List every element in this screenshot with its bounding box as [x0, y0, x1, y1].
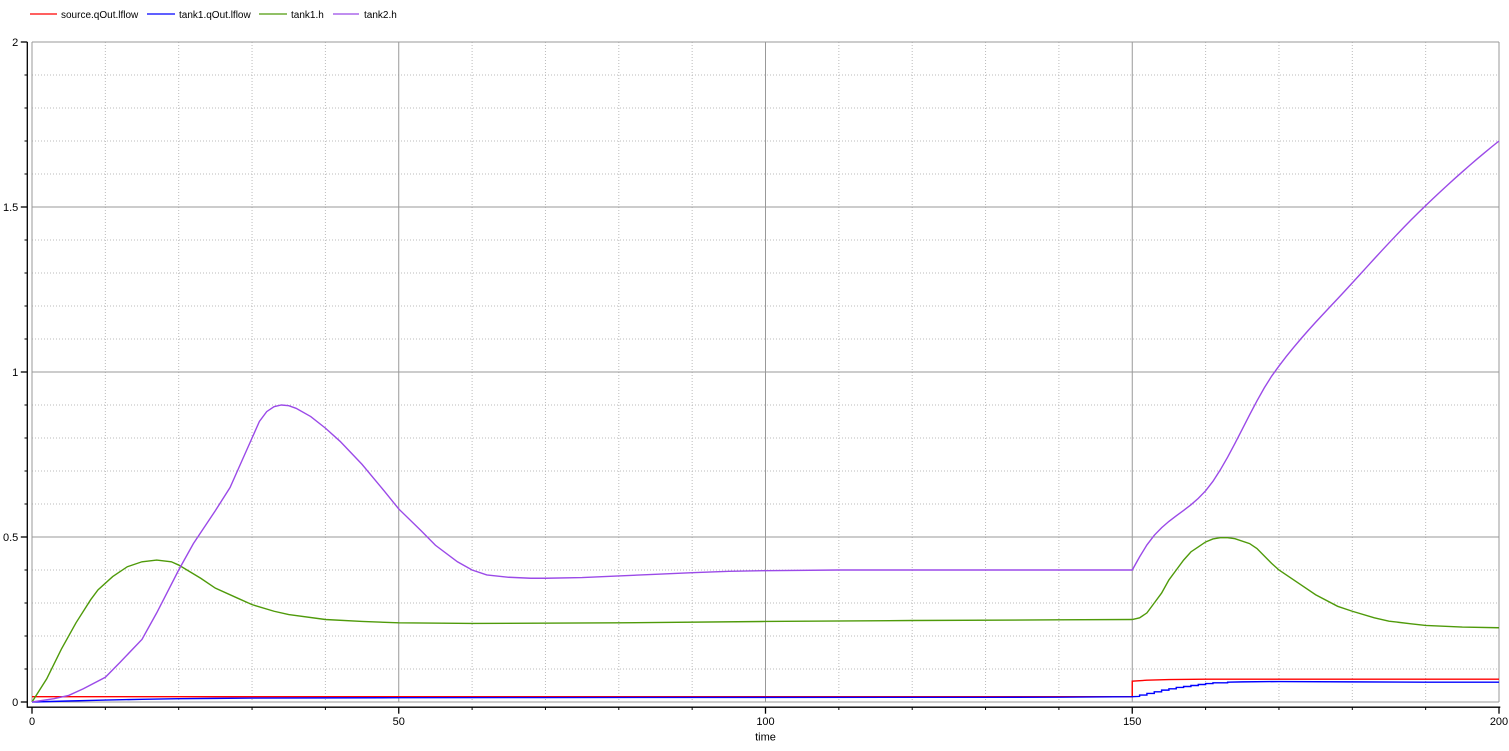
svg-text:1: 1 — [12, 367, 18, 379]
svg-text:1.5: 1.5 — [3, 202, 18, 214]
svg-text:0: 0 — [29, 716, 35, 728]
svg-text:0.5: 0.5 — [3, 532, 18, 544]
svg-text:0: 0 — [12, 697, 18, 709]
svg-text:tank1.h: tank1.h — [291, 10, 324, 21]
svg-text:tank2.h: tank2.h — [364, 10, 397, 21]
svg-text:200: 200 — [1490, 716, 1508, 728]
svg-text:2: 2 — [12, 37, 18, 49]
svg-text:tank1.qOut.lflow: tank1.qOut.lflow — [179, 10, 251, 21]
svg-text:source.qOut.lflow: source.qOut.lflow — [61, 10, 139, 21]
svg-text:50: 50 — [393, 716, 405, 728]
svg-text:150: 150 — [1123, 716, 1141, 728]
svg-text:100: 100 — [756, 716, 774, 728]
svg-text:time: time — [755, 732, 776, 744]
